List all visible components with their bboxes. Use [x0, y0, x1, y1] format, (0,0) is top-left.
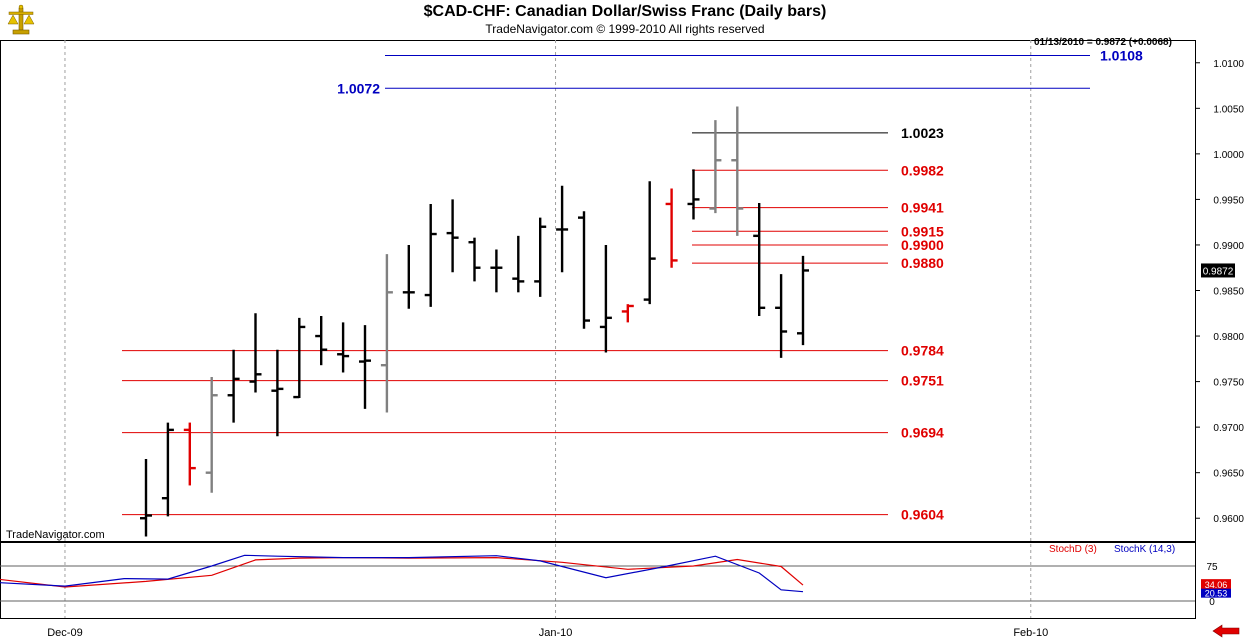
y-tick-label: 0.9950	[1213, 195, 1244, 206]
x-tick-label: Jan-10	[539, 627, 573, 639]
y-tick-label: 0.9750	[1213, 378, 1244, 389]
stoch-k-line	[0, 554, 804, 593]
level-label-1.0108: 1.0108	[1100, 47, 1143, 63]
stoch-pane-frame	[0, 542, 1196, 619]
copyright-subtitle: TradeNavigator.com © 1999-2010 All right…	[485, 22, 765, 36]
level-label-0.9900: 0.9900	[901, 237, 944, 253]
legend-stoch-k: StochK (14,3)	[1114, 544, 1176, 555]
stoch-d-last-box	[1201, 579, 1231, 591]
level-label-0.9694: 0.9694	[901, 425, 944, 441]
level-label-0.9784: 0.9784	[901, 343, 944, 359]
last-price-box	[1201, 263, 1235, 278]
level-label-0.9915: 0.9915	[901, 223, 944, 239]
level-label-0.9941: 0.9941	[901, 200, 944, 216]
level-label-0.9982: 0.9982	[901, 162, 944, 178]
y-tick-label: 1.0100	[1213, 59, 1244, 70]
chart-title: $CAD-CHF: Canadian Dollar/Swiss Franc (D…	[423, 3, 827, 20]
legend-stoch-d: StochD (3)	[1049, 544, 1097, 555]
watermark-text: TradeNavigator.com	[6, 529, 105, 541]
stoch-d-last-label: 34.06	[1205, 580, 1228, 590]
stoch-tick-label: 75	[1206, 562, 1218, 573]
gold-scales-icon	[7, 4, 35, 35]
x-tick-label: Dec-09	[47, 627, 82, 639]
level-label-0.9751: 0.9751	[901, 373, 944, 389]
y-tick-label: 0.9850	[1213, 287, 1244, 298]
level-label-1.0023: 1.0023	[901, 125, 944, 141]
red-left-arrow-icon[interactable]	[1212, 624, 1240, 638]
stoch-k-last-box	[1201, 588, 1231, 598]
y-tick-label: 0.9700	[1213, 423, 1244, 434]
y-tick-label: 1.0000	[1213, 150, 1244, 161]
y-tick-label: 1.0050	[1213, 104, 1244, 115]
level-label-1.0072: 1.0072	[337, 80, 380, 96]
y-tick-label: 0.9800	[1213, 332, 1244, 343]
level-label-0.9604: 0.9604	[901, 507, 944, 523]
stoch-d-line	[0, 556, 804, 588]
y-tick-label: 0.9600	[1213, 514, 1244, 525]
y-tick-label: 0.9900	[1213, 241, 1244, 252]
level-label-0.9880: 0.9880	[901, 255, 944, 271]
last-price-label: 0.9872	[1203, 266, 1234, 277]
stoch-tick-label: 0	[1209, 597, 1215, 608]
x-tick-label: Feb-10	[1013, 627, 1048, 639]
price-pane-frame	[0, 40, 1196, 542]
price-readout: 01/13/2010 = 0.9872 (+0.0068)	[1034, 37, 1172, 48]
y-tick-label: 0.9650	[1213, 469, 1244, 480]
stoch-k-last-label: 20.53	[1205, 589, 1228, 599]
